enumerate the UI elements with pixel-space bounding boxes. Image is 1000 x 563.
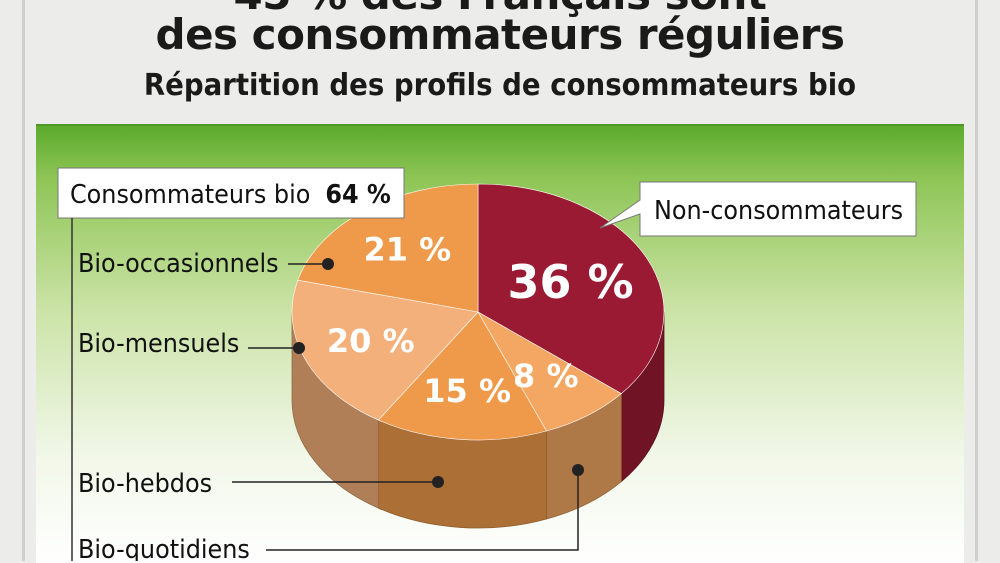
chart-subtitle: Répartition des profils de consommateurs… bbox=[143, 68, 857, 103]
bio-quotidiens-dot bbox=[572, 464, 584, 476]
pie-slice-bio-hebdos bbox=[377, 311, 547, 441]
frame-left-line bbox=[22, 0, 25, 561]
bio-mensuels-dot bbox=[293, 342, 305, 354]
consumers-bio-label: Consommateurs bio 64 % bbox=[70, 179, 391, 209]
bio-occasionnels-label: Bio-occasionnels bbox=[78, 248, 279, 278]
bio-mensuels-label: Bio-mensuels bbox=[78, 328, 239, 358]
bio-occasionnels-dot bbox=[322, 258, 334, 270]
bio-hebdos-label: Bio-hebdos bbox=[78, 468, 212, 498]
chart-title: des consommateurs réguliers bbox=[155, 10, 846, 59]
pie-value-non-consommateurs: 36 % bbox=[508, 255, 634, 309]
pie-value-bio-quotidiens: 8 % bbox=[513, 357, 578, 395]
pie-side-wall bbox=[291, 311, 665, 529]
pie-top-face bbox=[291, 183, 665, 441]
bio-hebdos-dot bbox=[432, 476, 444, 488]
non-consumers-callout-box bbox=[599, 181, 917, 237]
bio-quotidiens-label: Bio-quotidiens bbox=[78, 534, 250, 561]
pie-value-bio-hebdos: 15 % bbox=[423, 372, 511, 410]
pie-value-bio-occasionnels: 21 % bbox=[363, 230, 451, 268]
pie-value-bio-mensuels: 20 % bbox=[327, 322, 415, 360]
consumers-bio-value: 64 % bbox=[325, 179, 391, 209]
bio-quotidiens-leader bbox=[266, 472, 579, 551]
title-partial: 45 % des Français sont bbox=[0, 0, 1000, 19]
non-consumers-label: Non-consommateurs bbox=[654, 195, 903, 225]
pie-slice-bio-quotidiens bbox=[477, 311, 622, 432]
pie-slice-non-consommateurs bbox=[477, 183, 665, 394]
frame-right-line bbox=[975, 0, 978, 561]
consumers-bio-text: Consommateurs bio bbox=[70, 179, 310, 209]
pie-slice-bio-mensuels bbox=[291, 279, 479, 421]
consumers-bio-box bbox=[57, 167, 405, 219]
